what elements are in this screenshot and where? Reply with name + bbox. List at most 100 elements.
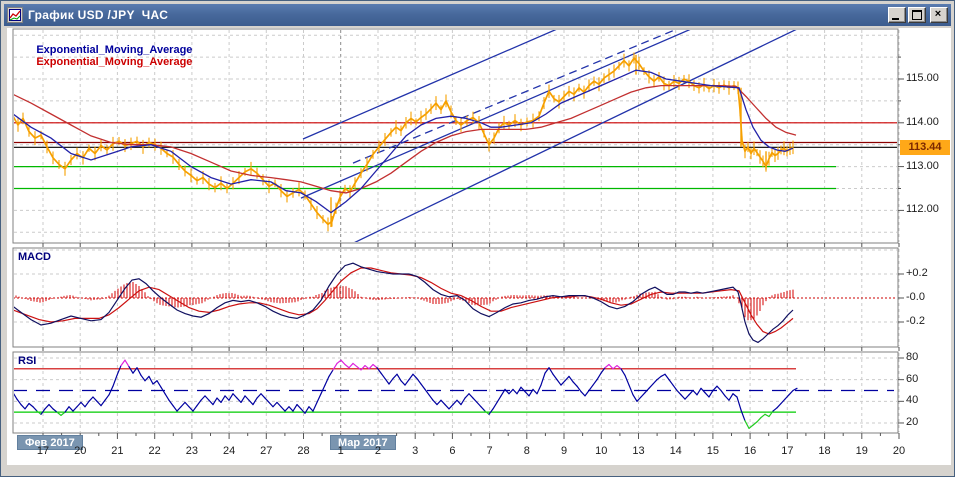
rsi-segment <box>652 379 658 385</box>
window-title: График USD /JPY ЧАС <box>28 8 169 22</box>
rsi-segment <box>120 359 126 367</box>
rsi-segment <box>780 398 786 405</box>
rsi-segment <box>328 369 334 378</box>
rsi-segment <box>460 397 466 406</box>
rsi-segment <box>696 387 702 396</box>
rsi-segment <box>252 397 258 406</box>
rsi-segment <box>232 393 238 399</box>
rsi-segment <box>140 374 146 382</box>
rsi-segment <box>80 401 86 408</box>
rsi-segment <box>28 402 34 408</box>
price-panel-content <box>14 30 897 242</box>
rsi-segment <box>508 388 514 395</box>
rsi-segment <box>14 393 18 400</box>
rsi-segment <box>64 406 70 413</box>
rsi-segment <box>656 375 662 381</box>
rsi-segment <box>172 405 178 412</box>
rsi-segment <box>264 397 270 404</box>
minimize-button[interactable] <box>888 7 906 23</box>
rsi-segment <box>288 406 294 412</box>
rsi-segment <box>468 393 474 399</box>
rsi-segment <box>540 372 546 386</box>
trendline <box>354 30 797 242</box>
close-icon: × <box>934 8 942 20</box>
rsi-segment <box>180 401 186 408</box>
rsi-segment <box>336 359 342 365</box>
trendline <box>302 30 557 140</box>
rsi-segment <box>112 374 118 387</box>
macd-signal-line <box>14 267 794 335</box>
rsi-segment <box>452 399 458 406</box>
rsi-segment <box>560 380 566 386</box>
rsi-segment <box>320 384 326 395</box>
rsi-segment <box>356 366 362 371</box>
rsi-segment <box>396 373 402 382</box>
minimize-icon <box>892 18 899 20</box>
rsi-segment <box>592 379 598 386</box>
rsi-segment <box>72 406 78 412</box>
rsi-segment <box>480 406 486 412</box>
rsi-segment <box>376 367 382 374</box>
close-button[interactable]: × <box>930 7 948 23</box>
rsi-segment <box>220 395 226 404</box>
price-panel <box>12 28 899 244</box>
rsi-segment <box>272 401 278 408</box>
rsi-segment <box>364 364 370 370</box>
rsi-segment <box>36 410 42 415</box>
rsi-segment <box>240 395 246 404</box>
rsi-segment <box>244 395 250 401</box>
rsi-segment <box>556 379 562 386</box>
rsi-segment <box>712 385 718 392</box>
rsi-segment <box>764 413 770 418</box>
rsi-segment <box>636 396 642 402</box>
rsi-segment <box>276 401 282 408</box>
ema-fast-line <box>14 69 794 214</box>
rsi-segment <box>648 383 654 389</box>
rsi-segment <box>792 387 798 392</box>
rsi-segment <box>424 388 430 396</box>
rsi-segment <box>760 413 766 419</box>
rsi-segment <box>640 392 646 398</box>
rsi-segment <box>708 389 714 398</box>
rsi-segment <box>216 397 222 404</box>
rsi-segment <box>108 385 114 396</box>
rsi-segment <box>720 389 726 397</box>
rsi-segment <box>776 402 782 409</box>
rsi-segment <box>412 373 418 380</box>
rsi-segment <box>768 410 774 418</box>
macd-line <box>14 262 794 344</box>
rsi-segment <box>144 375 150 382</box>
rsi-segment <box>440 399 446 406</box>
rsi-segment <box>296 403 302 410</box>
rsi-segment <box>668 379 674 386</box>
rsi-segment <box>16 398 22 406</box>
rsi-segment <box>20 403 26 410</box>
rsi-segment <box>416 377 422 385</box>
rsi-segment <box>196 399 202 407</box>
price-series <box>14 56 794 226</box>
rsi-panel <box>12 351 899 434</box>
rsi-segment <box>420 383 426 391</box>
titlebar[interactable]: График USD /JPY ЧАС × <box>4 4 951 26</box>
rsi-segment <box>132 367 138 374</box>
maximize-button[interactable] <box>908 7 926 23</box>
rsi-segment <box>528 388 534 397</box>
rsi-segment <box>488 408 494 415</box>
rsi-segment <box>504 388 510 395</box>
rsi-segment <box>500 388 506 397</box>
rsi-segment <box>628 384 634 396</box>
rsi-segment <box>620 368 626 376</box>
rsi-segment <box>676 389 682 396</box>
rsi-segment <box>184 401 190 408</box>
rsi-segment <box>148 375 154 385</box>
rsi-segment <box>496 395 502 404</box>
rsi-segment <box>228 393 234 401</box>
rsi-segment <box>280 406 286 412</box>
rsi-segment <box>716 385 722 392</box>
rsi-segment <box>624 374 630 386</box>
rsi-segment <box>136 367 142 376</box>
rsi-segment <box>300 408 306 414</box>
rsi-segment <box>584 389 590 397</box>
